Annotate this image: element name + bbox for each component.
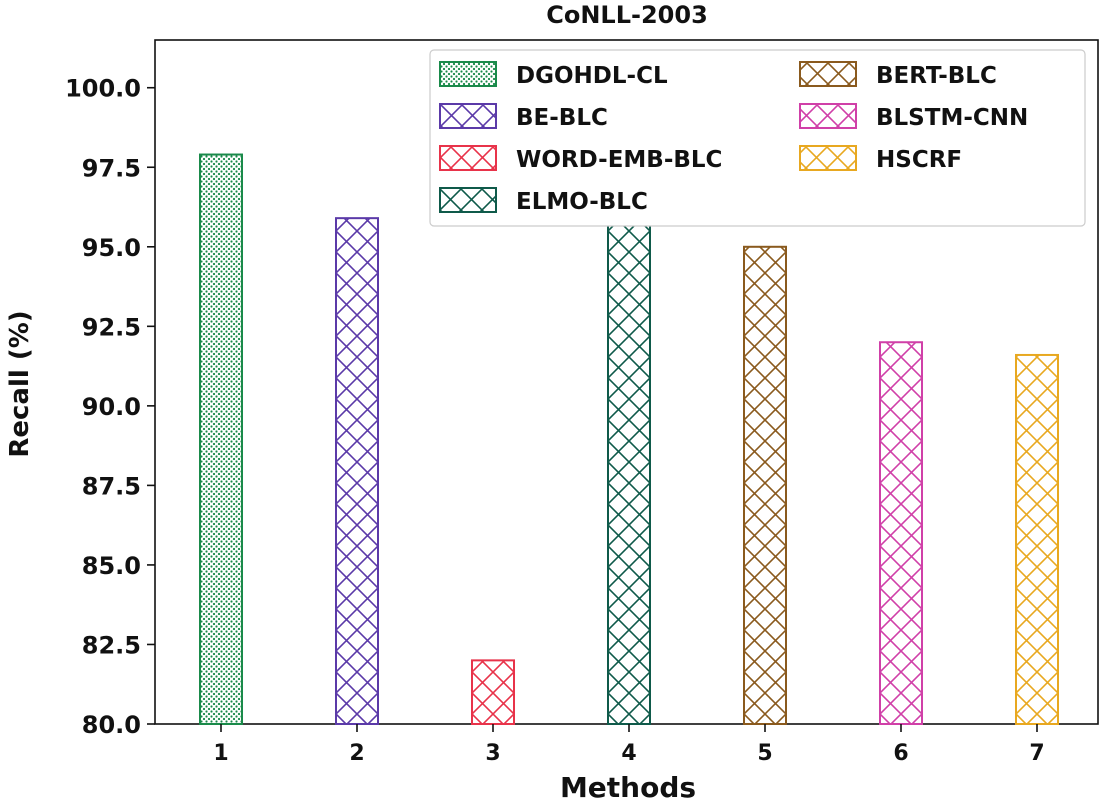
y-tick-label: 80.0 — [82, 711, 141, 739]
legend-swatch — [439, 145, 497, 171]
bars-group — [199, 153, 1059, 726]
y-tick-label: 92.5 — [82, 313, 141, 341]
legend-swatch — [799, 61, 857, 87]
legend-box — [429, 49, 1086, 227]
bar-be-blc — [335, 217, 379, 725]
y-tick-label: 95.0 — [82, 234, 141, 262]
bar-word-emb-blc — [471, 659, 515, 725]
y-tick-label: 87.5 — [82, 472, 141, 500]
y-tick-label: 85.0 — [82, 552, 141, 580]
legend-swatch — [799, 145, 857, 171]
bar-dgohdl-cl — [199, 153, 243, 726]
x-axis: 1 2 3 4 5 6 7 — [213, 724, 1045, 766]
legend-item-dgohdl-cl: DGOHDL-CL — [439, 61, 668, 89]
y-axis: 80.0 82.5 85.0 87.5 90.0 92.5 95.0 97.5 100.0 — [65, 75, 155, 739]
legend-label: BE-BLC — [516, 105, 608, 131]
x-tick-label: 7 — [1029, 741, 1044, 766]
bar-elmo-blc — [607, 223, 651, 725]
y-tick-label: 97.5 — [82, 154, 141, 182]
bar-bert-blc — [743, 245, 787, 725]
legend-label: WORD-EMB-BLC — [516, 147, 722, 173]
legend-item-word-emb-blc: WORD-EMB-BLC — [439, 145, 722, 173]
y-tick-label: 82.5 — [82, 631, 141, 659]
x-tick-label: 2 — [349, 741, 364, 766]
x-tick-label: 4 — [621, 741, 636, 766]
legend-item-blstm-cnn: BLSTM-CNN — [799, 103, 1028, 131]
legend-swatch — [439, 103, 497, 129]
y-axis-label: Recall (%) — [5, 310, 35, 457]
y-tick-label: 90.0 — [82, 393, 141, 421]
legend-item-elmo-blc: ELMO-BLC — [439, 187, 648, 215]
bar-blstm-cnn — [879, 341, 923, 725]
legend-item-hscrf: HSCRF — [799, 145, 962, 173]
legend-label: BLSTM-CNN — [876, 105, 1028, 131]
legend-swatch — [439, 187, 497, 213]
legend-label: ELMO-BLC — [516, 189, 648, 215]
x-tick-label: 5 — [757, 741, 772, 766]
x-axis-label: Methods — [560, 771, 696, 804]
legend-label: DGOHDL-CL — [516, 63, 668, 89]
x-tick-label: 1 — [213, 741, 228, 766]
legend-swatch — [439, 61, 497, 87]
x-tick-label: 3 — [485, 741, 500, 766]
legend-swatch — [799, 103, 857, 129]
legend-item-be-blc: BE-BLC — [439, 103, 608, 131]
x-tick-label: 6 — [893, 741, 908, 766]
legend-label: HSCRF — [876, 147, 962, 173]
legend: DGOHDL-CL BE-BLC WORD-EMB-BLC ELMO-BLC BERT-… — [429, 49, 1086, 227]
chart-title: CoNLL-2003 — [546, 1, 708, 29]
bar-hscrf — [1015, 353, 1059, 725]
legend-label: BERT-BLC — [876, 63, 997, 89]
y-tick-label: 100.0 — [65, 75, 141, 103]
legend-item-bert-blc: BERT-BLC — [799, 61, 997, 89]
